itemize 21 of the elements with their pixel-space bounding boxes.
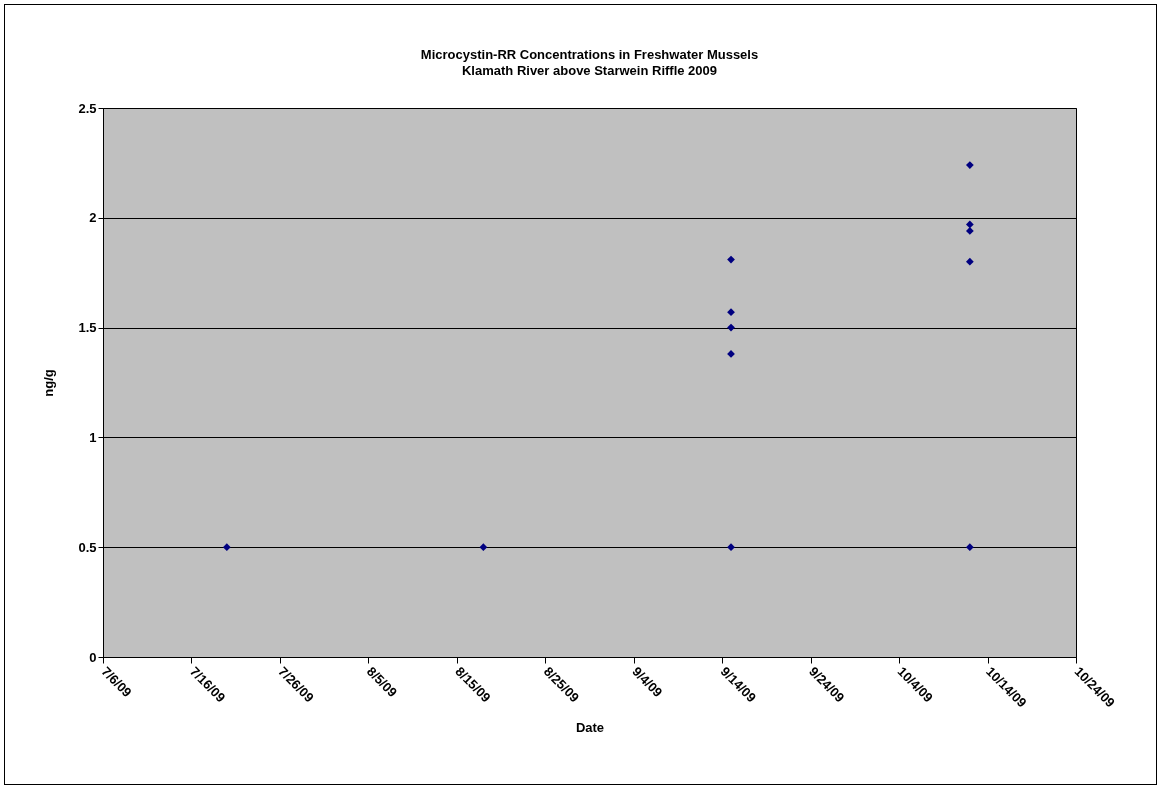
point: [727, 543, 735, 552]
point: [965, 227, 974, 235]
point: [965, 161, 974, 169]
point: [727, 255, 735, 264]
y-tick-label: 0.5: [78, 539, 97, 555]
chart-title: Microcystin-RR Concentrations in Freshwater Mussels: [420, 47, 759, 62]
y-axis-title: ng/g: [41, 369, 57, 397]
y-tick-label: 0: [89, 649, 97, 665]
chart-subtitle: Klamath River above Starwein Riffle 2009: [461, 63, 718, 78]
x-axis-title: Date: [575, 720, 605, 736]
point: [965, 543, 974, 552]
point: [965, 257, 974, 266]
point: [727, 308, 735, 317]
y-tick-label: 2.5: [78, 100, 97, 116]
point: [222, 543, 231, 552]
point: [965, 220, 974, 229]
point: [727, 323, 735, 332]
y-tick-label: 1: [89, 429, 97, 445]
y-tick-label: 2: [89, 210, 97, 226]
y-tick-label: 1.5: [78, 320, 97, 336]
point: [479, 543, 488, 552]
